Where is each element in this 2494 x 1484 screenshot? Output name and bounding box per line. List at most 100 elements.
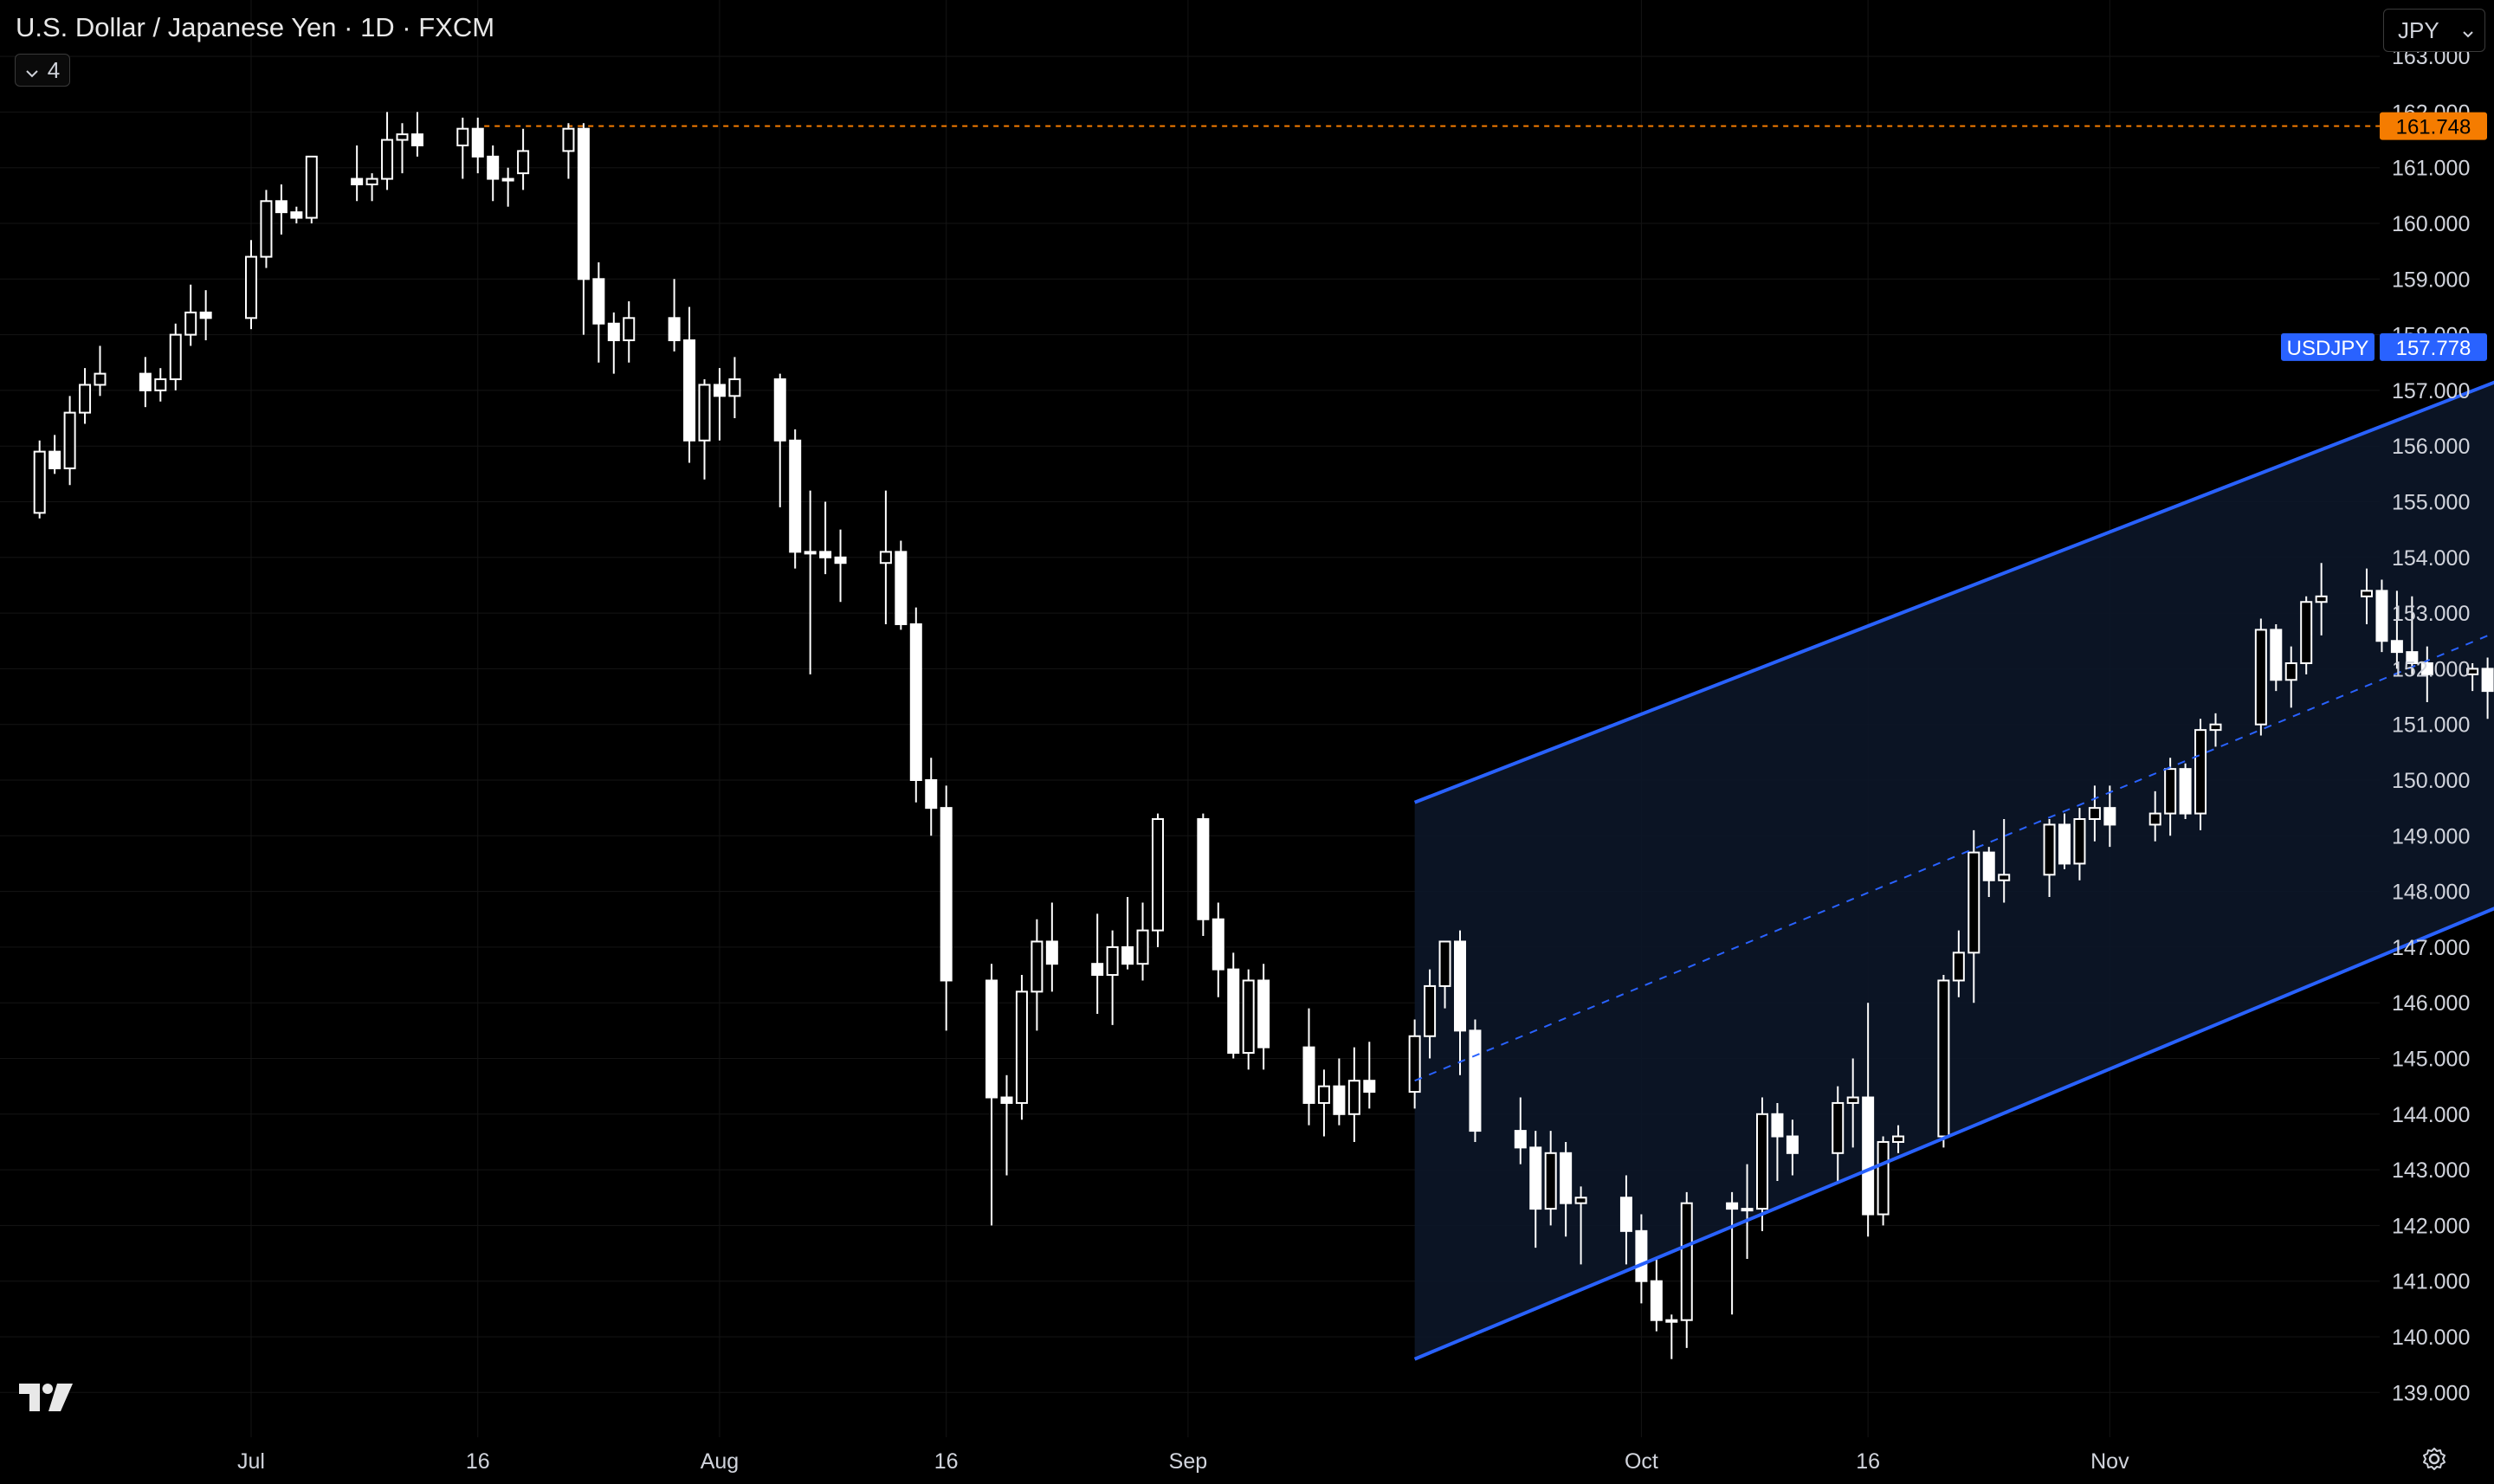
candle-body <box>698 384 711 442</box>
currency-select[interactable]: JPY <box>2383 9 2485 52</box>
candle-body <box>2179 768 2192 815</box>
candle-body <box>94 372 107 386</box>
candle-body <box>834 556 847 565</box>
candle-body <box>879 551 892 565</box>
candle <box>592 262 605 363</box>
y-tick-label: 159.000 <box>2392 268 2470 292</box>
candle <box>1424 969 1437 1059</box>
candle-body <box>2420 661 2433 675</box>
candle-body <box>305 155 318 219</box>
candle-body <box>139 372 152 391</box>
candle-body <box>410 133 423 146</box>
candle <box>2103 785 2116 848</box>
y-tick-label: 148.000 <box>2392 881 2470 905</box>
candle <box>275 184 288 235</box>
candle <box>199 290 212 341</box>
candle-body <box>501 177 514 182</box>
candle <box>2209 713 2222 747</box>
candle-body <box>245 255 257 319</box>
candle-body <box>2315 595 2328 603</box>
candle-body <box>1574 1197 1587 1204</box>
candle <box>501 167 514 207</box>
indicator-count: 4 <box>47 56 61 83</box>
candle-body <box>2103 807 2116 826</box>
candle <box>1786 1119 1799 1176</box>
y-tick-label: 153.000 <box>2392 602 2470 626</box>
candle <box>139 357 152 408</box>
candle <box>79 368 92 424</box>
candle-body <box>1347 1080 1360 1115</box>
candle <box>1438 940 1451 1009</box>
candle-body <box>63 411 76 469</box>
candle-body <box>1438 940 1451 987</box>
candle <box>1015 975 1028 1120</box>
candle <box>1998 819 2011 903</box>
candle-body <box>1726 1202 1739 1210</box>
candle <box>1197 813 1210 937</box>
x-tick-label: 16 <box>466 1449 490 1474</box>
candle <box>1317 1069 1330 1137</box>
candle <box>456 117 469 179</box>
candle <box>668 279 681 352</box>
candle <box>1408 1019 1421 1109</box>
candle <box>1347 1047 1360 1142</box>
candle-body <box>1031 940 1043 993</box>
x-tick-label: Nov <box>2090 1449 2129 1474</box>
time-axis[interactable]: Jul16Aug16SepOct16NovDec202516Fe <box>237 1449 2494 1474</box>
gear-icon[interactable] <box>2421 1446 2447 1476</box>
candle-body <box>1937 979 1950 1138</box>
candle-body <box>2406 651 2419 664</box>
candle-body <box>773 378 786 442</box>
candle-body <box>2043 823 2056 876</box>
channel-middle-line[interactable] <box>1414 184 2494 1082</box>
candle <box>1152 813 1164 947</box>
candle <box>577 123 590 335</box>
chevron-down-icon <box>25 57 39 84</box>
candle-body <box>184 311 197 336</box>
candle <box>1574 1186 1587 1265</box>
candle <box>1680 1191 1693 1348</box>
candle <box>1106 930 1119 1025</box>
price-axis[interactable]: 163.000162.000161.000160.000159.000158.0… <box>2392 45 2470 1405</box>
candle-body <box>895 551 908 625</box>
indicators-toggle-button[interactable]: 4 <box>15 54 70 87</box>
candle <box>683 306 696 463</box>
candle-body <box>607 322 620 342</box>
y-tick-label: 143.000 <box>2392 1158 2470 1183</box>
candle <box>396 123 409 174</box>
y-tick-label: 146.000 <box>2392 991 2470 1016</box>
last-price-box <box>2380 332 2487 361</box>
candle-body <box>2088 807 2101 821</box>
candle-body <box>819 551 832 558</box>
horizontal-line-price-label: 161.748 <box>2396 116 2471 139</box>
channel-upper-line[interactable] <box>1413 0 2494 804</box>
candle-body <box>2375 590 2388 642</box>
candle <box>2254 618 2267 736</box>
candle-body <box>2194 729 2207 815</box>
candle <box>2420 646 2433 702</box>
candle <box>773 373 786 507</box>
candle <box>1877 1136 1890 1226</box>
candle <box>1741 1164 1754 1259</box>
candle-body <box>1121 945 1134 965</box>
candle <box>879 490 892 624</box>
channel-lower-line[interactable] <box>1413 457 2494 1361</box>
candle <box>1454 930 1466 1075</box>
candle <box>1832 1086 1845 1181</box>
candle-body <box>351 177 364 185</box>
horizontal-line-price-box <box>2380 112 2487 140</box>
tradingview-logo-icon[interactable] <box>19 1384 73 1416</box>
candle <box>789 429 802 569</box>
candle-body <box>1832 1101 1845 1154</box>
y-tick-label: 150.000 <box>2392 769 2470 793</box>
candle-body <box>1665 1319 1678 1323</box>
y-tick-label: 161.000 <box>2392 157 2470 181</box>
candle <box>365 173 378 202</box>
candle-body <box>2254 629 2267 726</box>
candle <box>2390 590 2403 669</box>
x-tick-label: Jul <box>237 1449 265 1474</box>
y-tick-label: 160.000 <box>2392 212 2470 236</box>
candle <box>985 964 998 1226</box>
candle-body <box>789 439 802 553</box>
